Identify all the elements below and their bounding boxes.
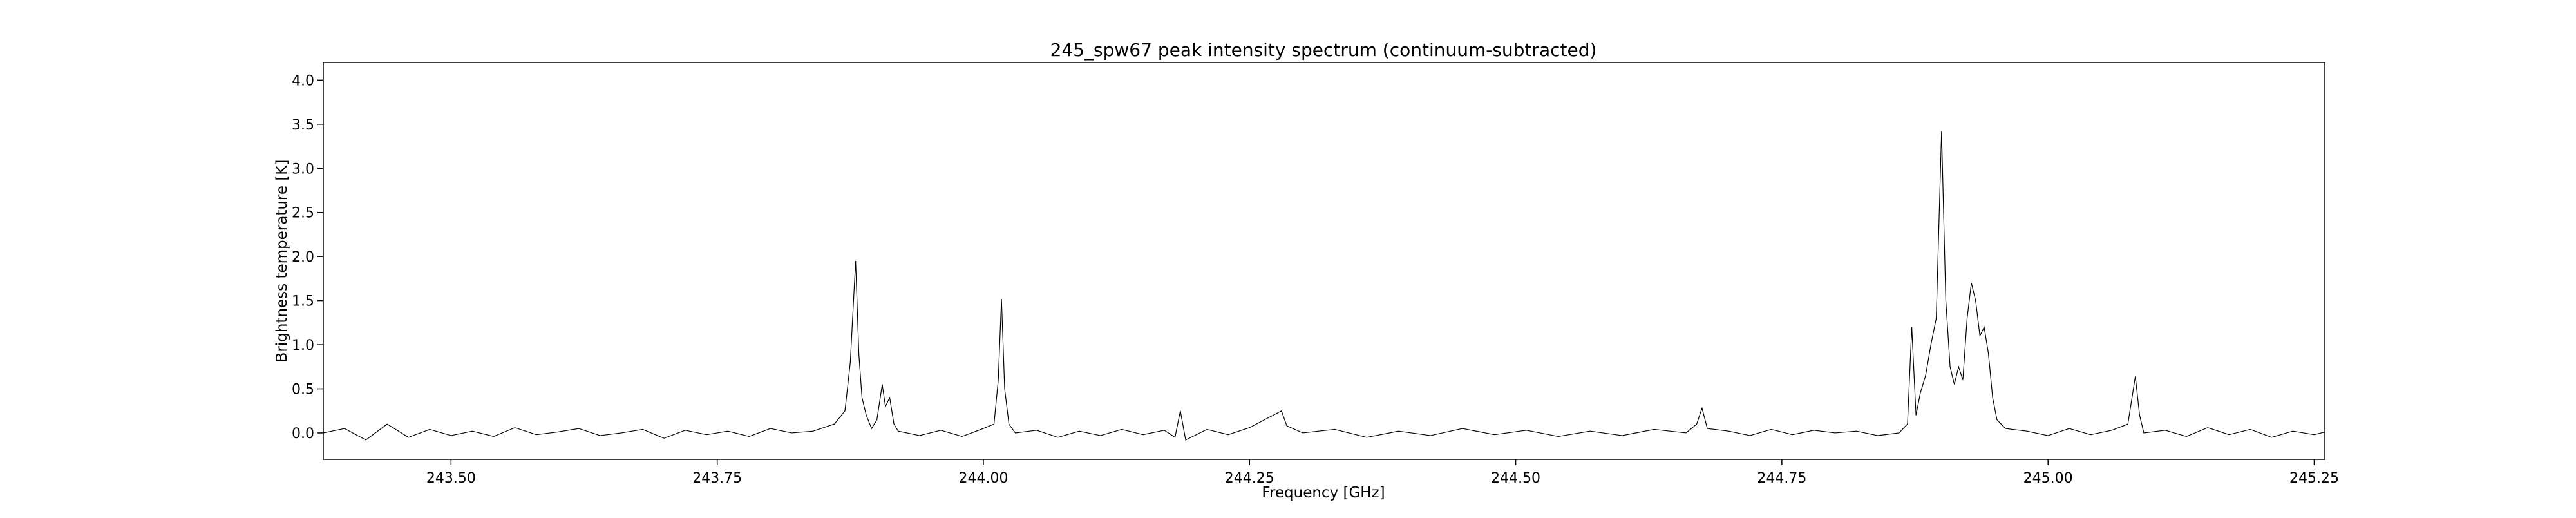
x-tick-label: 244.00 <box>958 470 1008 486</box>
y-axis-label: Brightness temperature [K] <box>274 160 290 363</box>
x-tick-label: 243.75 <box>692 470 742 486</box>
x-tick-label: 244.25 <box>1225 470 1274 486</box>
y-tick-label: 3.5 <box>292 117 314 133</box>
x-tick-label: 244.75 <box>1757 470 1806 486</box>
chart-title: 245_spw67 peak intensity spectrum (conti… <box>1050 39 1597 61</box>
y-tick-label: 0.0 <box>292 426 314 442</box>
x-tick-label: 243.50 <box>426 470 476 486</box>
y-tick-label: 2.0 <box>292 249 314 265</box>
spectrum-line <box>323 131 2325 441</box>
x-axis-label: Frequency [GHz] <box>1262 484 1385 501</box>
y-tick-label: 3.0 <box>292 161 314 177</box>
y-tick-label: 0.5 <box>292 381 314 398</box>
y-tick-label: 2.5 <box>292 206 314 222</box>
x-tick-label: 245.25 <box>2289 470 2339 486</box>
y-tick-label: 4.0 <box>292 73 314 89</box>
y-tick-label: 1.5 <box>292 294 314 310</box>
x-tick-label: 245.00 <box>2023 470 2073 486</box>
y-tick-label: 1.0 <box>292 338 314 354</box>
y-axis-ticks: 0.0 0.5 1.0 1.5 2.0 2.5 3.0 3.5 4.0 <box>292 73 323 442</box>
x-tick-label: 244.50 <box>1491 470 1540 486</box>
x-axis-ticks: 243.50 243.75 244.00 244.25 244.50 244.75 245.… <box>426 459 2339 486</box>
plot-frame <box>323 62 2325 460</box>
